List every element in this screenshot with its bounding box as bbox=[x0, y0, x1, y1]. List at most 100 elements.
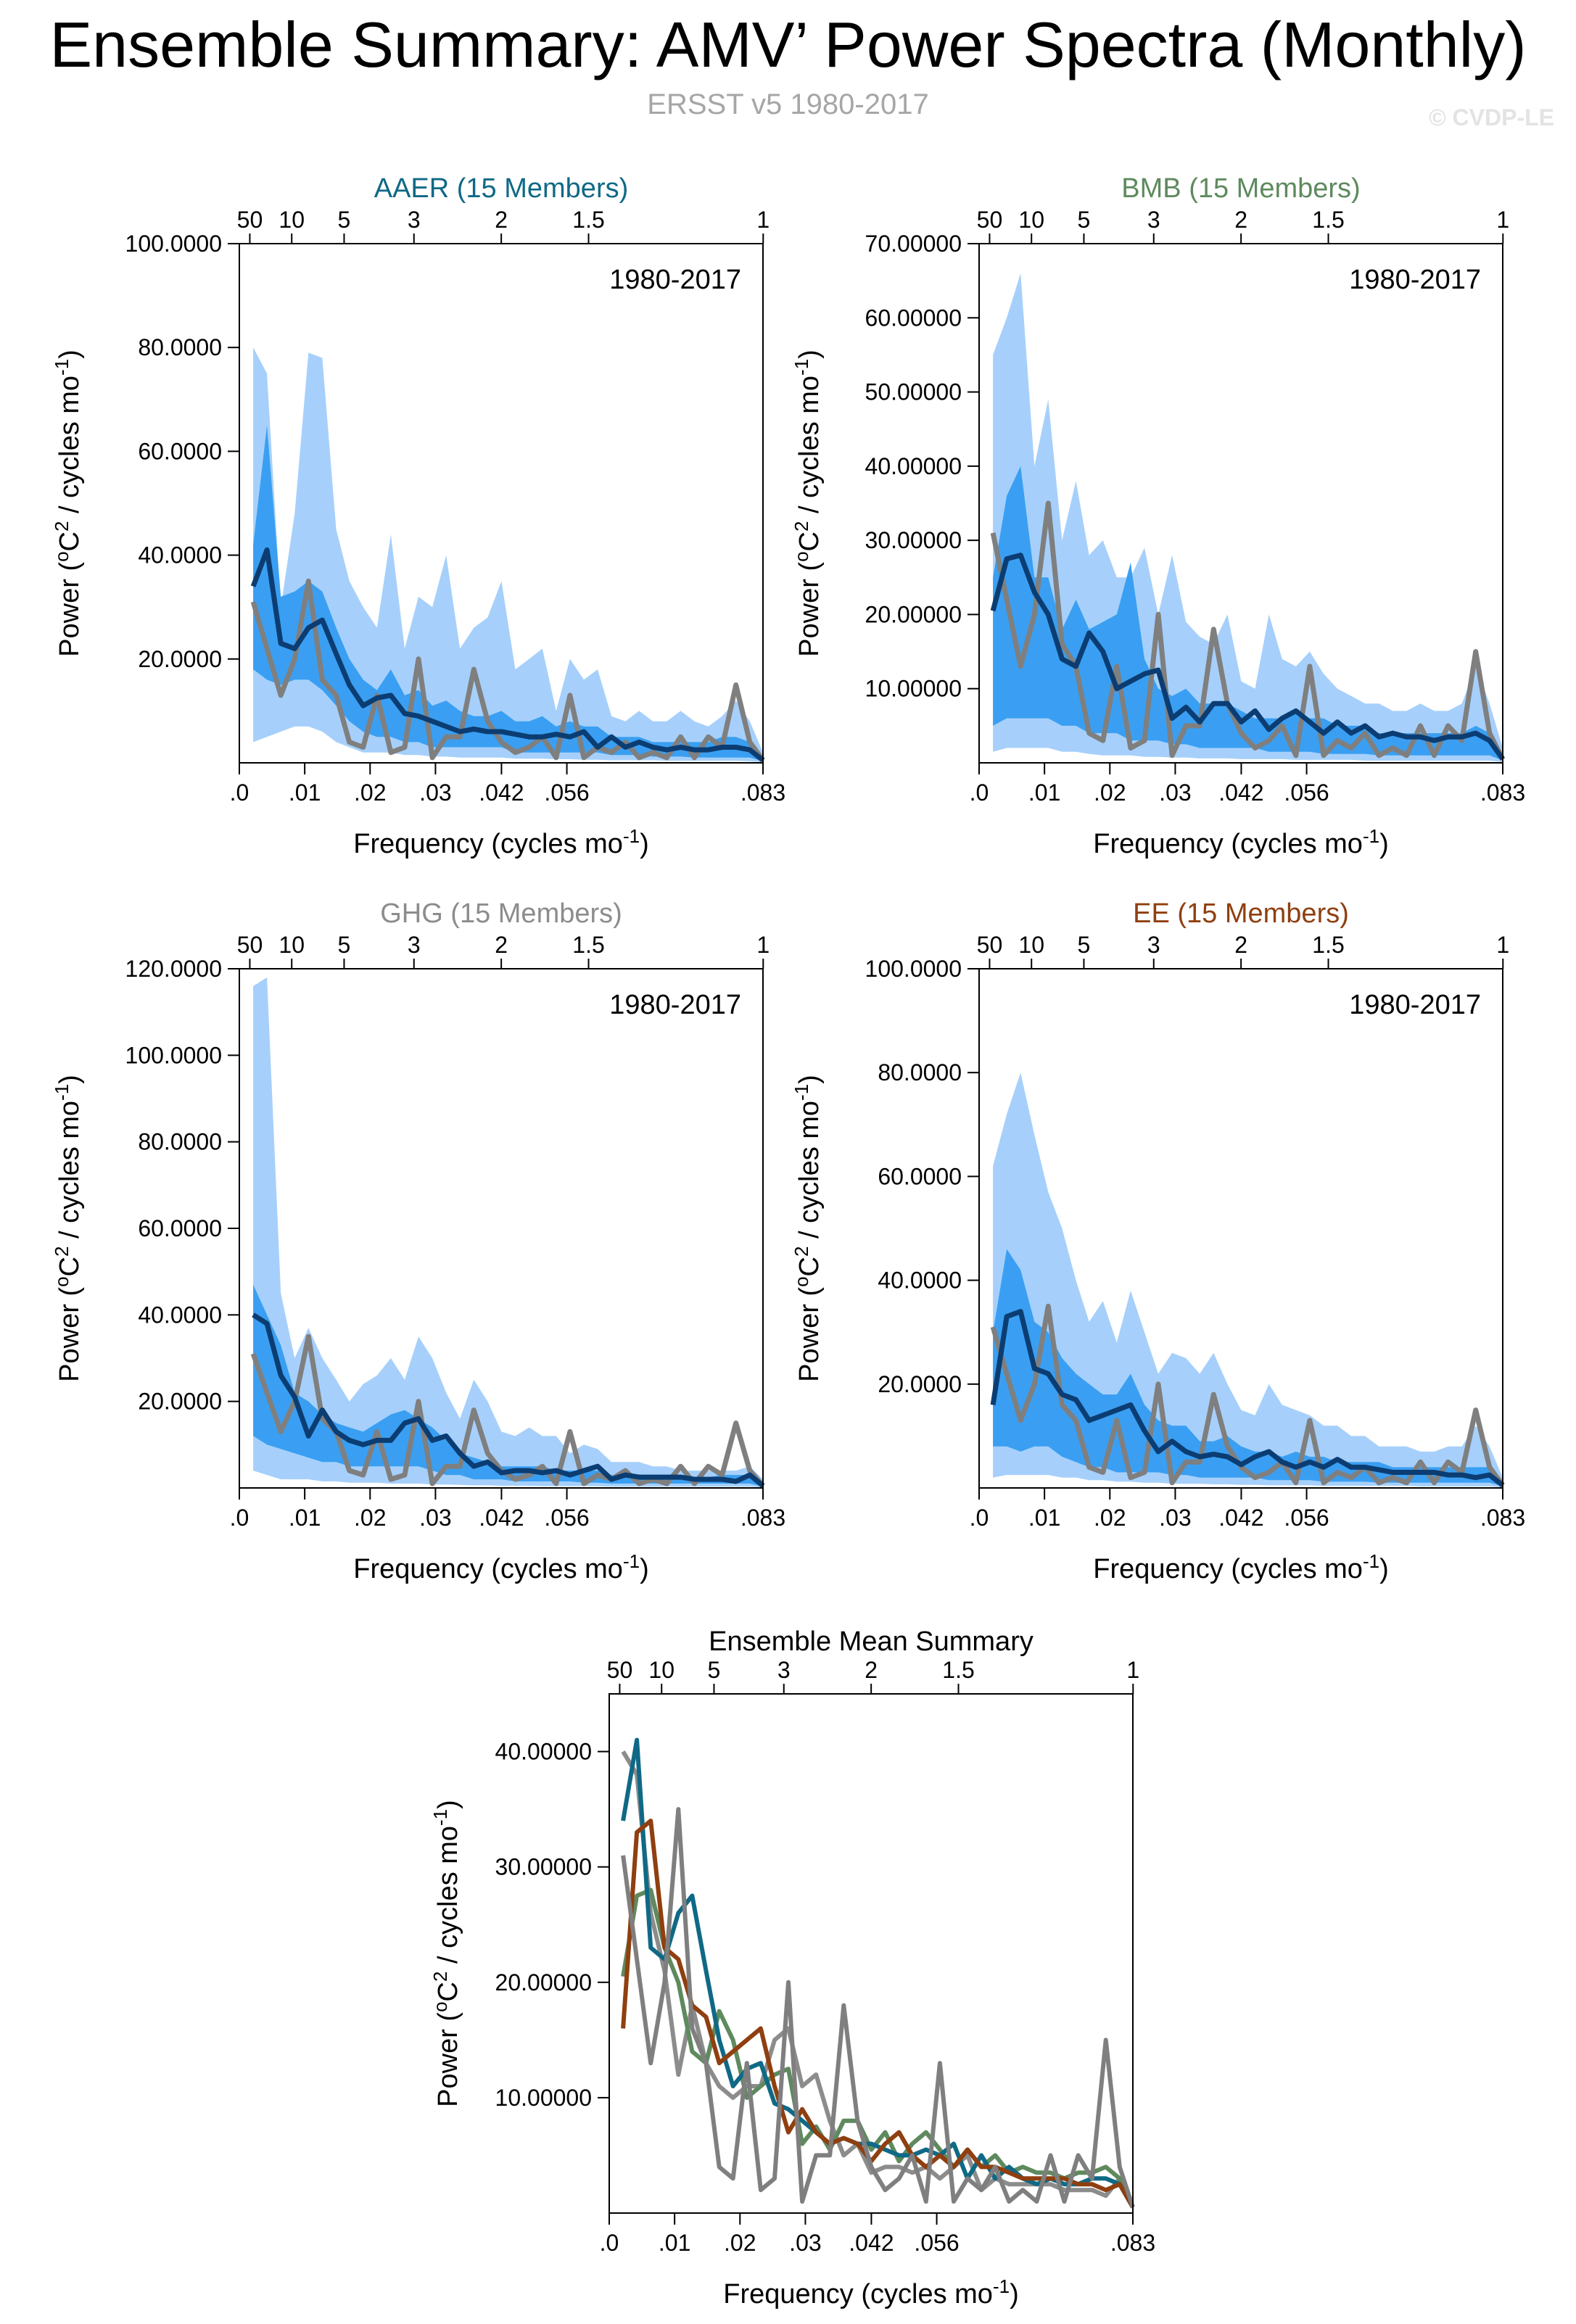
top-tick-label: 2 bbox=[1234, 932, 1247, 958]
ensemble-mean-line bbox=[252, 1312, 765, 1488]
y-tick-label: 40.0000 bbox=[138, 542, 222, 568]
top-tick-label: 5 bbox=[708, 1657, 721, 1683]
top-tick-label: 1.5 bbox=[1312, 207, 1344, 233]
x-tick-label: .01 bbox=[659, 2230, 690, 2256]
observed-spectrum-line bbox=[990, 1303, 1505, 1487]
x-tick-label: .083 bbox=[740, 1505, 785, 1531]
y-tick-label: 50.00000 bbox=[865, 379, 962, 405]
y-axis-label: Power (oC2 / cycles mo-1) bbox=[791, 350, 825, 657]
y-tick-label: 20.0000 bbox=[138, 646, 222, 672]
y-tick-label: 40.0000 bbox=[878, 1268, 962, 1294]
page-title: Ensemble Summary: AMV’ Power Spectra (Mo… bbox=[49, 9, 1527, 80]
x-tick-label: .056 bbox=[914, 2230, 959, 2256]
y-tick-label: 70.00000 bbox=[865, 231, 962, 257]
top-tick-label: 50 bbox=[607, 1657, 633, 1683]
x-tick-label: .042 bbox=[479, 780, 524, 806]
x-axis-label: Frequency (cycles mo-1) bbox=[1093, 825, 1388, 859]
top-tick-label: 10 bbox=[1018, 932, 1044, 958]
x-tick-label: .042 bbox=[1218, 1505, 1263, 1531]
top-tick-label: 10 bbox=[279, 207, 305, 233]
y-tick-label: 30.00000 bbox=[865, 527, 962, 553]
top-tick-label: 2 bbox=[495, 932, 508, 958]
x-tick-label: .083 bbox=[1110, 2230, 1155, 2256]
top-tick-label: 10 bbox=[1018, 207, 1044, 233]
y-tick-label: 10.00000 bbox=[495, 2085, 592, 2111]
ensemble-mean-line bbox=[250, 547, 765, 763]
y-tick-label: 60.0000 bbox=[138, 1215, 222, 1241]
y-tick-label: 80.0000 bbox=[878, 1059, 962, 1086]
top-tick-label: 1.5 bbox=[572, 932, 604, 958]
x-tick-label: .01 bbox=[1028, 780, 1060, 806]
y-axis-label: Power (oC2 / cycles mo-1) bbox=[51, 350, 85, 657]
bmb-mean-line bbox=[621, 1887, 1135, 2209]
x-tick-label: .02 bbox=[1094, 1505, 1126, 1531]
x-tick-label: .056 bbox=[1284, 780, 1329, 806]
x-tick-label: .03 bbox=[789, 2230, 821, 2256]
top-tick-label: 5 bbox=[338, 207, 351, 233]
y-tick-label: 40.00000 bbox=[865, 453, 962, 479]
period-label: 1980-2017 bbox=[1349, 265, 1481, 295]
x-tick-label: .0 bbox=[230, 1505, 249, 1531]
x-tick-label: .02 bbox=[724, 2230, 756, 2256]
period-label: 1980-2017 bbox=[609, 990, 741, 1020]
chart-aaer: 20.0000 40.0000 60.0000 80.0000 100.0000 .0 .0… bbox=[51, 173, 785, 859]
y-tick-label: 20.0000 bbox=[138, 1389, 222, 1415]
y-tick-label: 60.00000 bbox=[865, 305, 962, 331]
copyright-notice: © CVDP-LE bbox=[1429, 104, 1554, 131]
x-tick-label: .0 bbox=[970, 780, 989, 806]
ensemble-range-band bbox=[253, 347, 764, 763]
y-axis-label: Power (oC2 / cycles mo-1) bbox=[51, 1075, 85, 1382]
y-tick-label: 40.00000 bbox=[495, 1739, 592, 1765]
top-tick-label: 5 bbox=[1078, 932, 1091, 958]
y-axis-label: Power (oC2 / cycles mo-1) bbox=[429, 1800, 463, 2107]
top-tick-label: 3 bbox=[408, 207, 421, 233]
x-tick-label: .083 bbox=[1480, 780, 1525, 806]
x-tick-label: .02 bbox=[354, 1505, 386, 1531]
chart-title: AAER (15 Members) bbox=[374, 173, 629, 204]
ensemble-range-band bbox=[993, 1072, 1503, 1488]
x-tick-label: .03 bbox=[419, 1505, 451, 1531]
aaer-mean-line bbox=[621, 1737, 1135, 2209]
x-tick-label: .042 bbox=[849, 2230, 894, 2256]
y-tick-label: 60.0000 bbox=[878, 1163, 962, 1189]
top-tick-label: 1 bbox=[1496, 207, 1509, 233]
y-tick-label: 20.0000 bbox=[878, 1371, 962, 1397]
chart-title: Ensemble Mean Summary bbox=[709, 1626, 1034, 1657]
top-tick-label: 1 bbox=[1126, 1657, 1139, 1683]
x-tick-label: .02 bbox=[1094, 780, 1126, 806]
x-axis-label: Frequency (cycles mo-1) bbox=[723, 2275, 1018, 2309]
y-tick-label: 100.0000 bbox=[865, 956, 962, 982]
top-tick-label: 3 bbox=[777, 1657, 791, 1683]
page-subtitle: ERSST v5 1980-2017 bbox=[647, 88, 929, 120]
x-tick-label: .056 bbox=[544, 1505, 589, 1531]
chart-title: BMB (15 Members) bbox=[1121, 173, 1360, 204]
y-tick-label: 20.00000 bbox=[495, 1969, 592, 1996]
x-tick-label: .03 bbox=[1159, 780, 1191, 806]
chart-ee: 20.0000 40.0000 60.0000 80.0000 100.0000 .0 .0… bbox=[791, 898, 1525, 1584]
x-tick-label: .0 bbox=[600, 2230, 619, 2256]
y-tick-label: 20.00000 bbox=[865, 601, 962, 627]
chart-title: GHG (15 Members) bbox=[380, 898, 622, 929]
top-tick-label: 10 bbox=[648, 1657, 674, 1683]
y-tick-label: 120.0000 bbox=[125, 956, 222, 982]
x-tick-label: .083 bbox=[1480, 1505, 1525, 1531]
top-tick-label: 5 bbox=[1078, 207, 1091, 233]
ee-mean-line bbox=[621, 1819, 1135, 2209]
ensemble-mean-line bbox=[990, 553, 1505, 761]
top-tick-label: 3 bbox=[1147, 207, 1160, 233]
observed-spectrum-line bbox=[250, 578, 765, 762]
top-tick-label: 50 bbox=[977, 207, 1003, 233]
top-tick-label: 2 bbox=[495, 207, 508, 233]
x-tick-label: .056 bbox=[544, 780, 589, 806]
y-tick-label: 40.0000 bbox=[138, 1302, 222, 1328]
x-axis-label: Frequency (cycles mo-1) bbox=[353, 1550, 648, 1584]
top-tick-label: 2 bbox=[865, 1657, 878, 1683]
top-tick-label: 5 bbox=[338, 932, 351, 958]
y-axis-label: Power (oC2 / cycles mo-1) bbox=[791, 1075, 825, 1382]
period-label: 1980-2017 bbox=[1349, 990, 1481, 1020]
top-tick-label: 50 bbox=[237, 932, 263, 958]
top-tick-label: 3 bbox=[408, 932, 421, 958]
chart-bmb: 10.00000 20.00000 30.00000 40.00000 50.00000… bbox=[791, 173, 1525, 859]
x-tick-label: .03 bbox=[1159, 1505, 1191, 1531]
